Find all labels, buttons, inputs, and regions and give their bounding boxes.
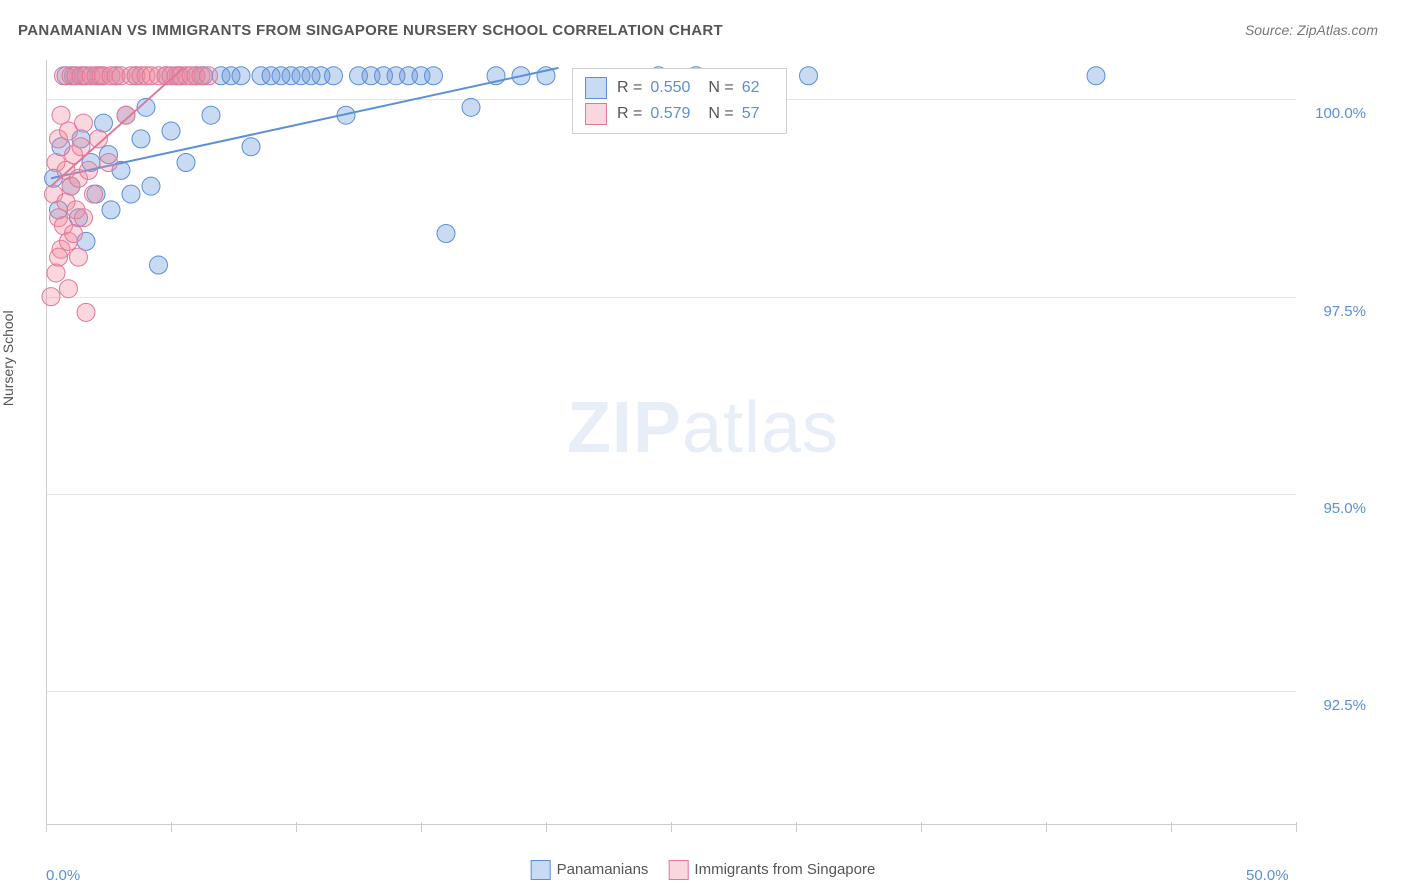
scatter-point xyxy=(75,114,93,132)
x-tick-label: 50.0% xyxy=(1246,867,1289,884)
x-tick xyxy=(1296,822,1297,832)
scatter-point xyxy=(132,130,150,148)
scatter-point xyxy=(100,154,118,172)
legend-swatch xyxy=(585,77,607,99)
legend-label: Panamanians xyxy=(557,861,649,878)
scatter-point xyxy=(425,67,443,85)
source-attribution: Source: ZipAtlas.com xyxy=(1245,22,1378,38)
chart-title: PANAMANIAN VS IMMIGRANTS FROM SINGAPORE … xyxy=(18,22,723,39)
scatter-point xyxy=(1087,67,1105,85)
legend-row: R = 0.550 N = 62 xyxy=(585,75,774,101)
legend-r-label: R = xyxy=(617,79,642,97)
legend-n-value: 62 xyxy=(742,79,760,97)
scatter-point xyxy=(77,303,95,321)
scatter-point xyxy=(142,177,160,195)
legend-swatch xyxy=(668,860,688,880)
legend-n-label: N = xyxy=(708,79,733,97)
scatter-point xyxy=(52,106,70,124)
legend-item: Immigrants from Singapore xyxy=(668,860,875,880)
correlation-legend: R = 0.550 N = 62 R = 0.579 N = 57 xyxy=(572,68,787,134)
legend-swatch xyxy=(585,103,607,125)
scatter-point xyxy=(42,288,60,306)
scatter-point xyxy=(437,225,455,243)
scatter-point xyxy=(117,106,135,124)
scatter-point xyxy=(242,138,260,156)
legend-n-value: 57 xyxy=(742,105,760,123)
scatter-point xyxy=(50,248,68,266)
scatter-point xyxy=(122,185,140,203)
scatter-point xyxy=(95,114,113,132)
legend-label: Immigrants from Singapore xyxy=(694,861,875,878)
y-tick-label: 97.5% xyxy=(1323,303,1366,320)
scatter-point xyxy=(65,225,83,243)
legend-r-label: R = xyxy=(617,105,642,123)
scatter-point xyxy=(60,280,78,298)
scatter-plot xyxy=(46,60,1296,825)
scatter-point xyxy=(232,67,250,85)
scatter-point xyxy=(162,122,180,140)
scatter-point xyxy=(102,201,120,219)
scatter-point xyxy=(85,185,103,203)
legend-n-label: N = xyxy=(708,105,733,123)
legend-swatch xyxy=(531,860,551,880)
legend-row: R = 0.579 N = 57 xyxy=(585,101,774,127)
scatter-point xyxy=(47,264,65,282)
scatter-point xyxy=(462,98,480,116)
series-legend: Panamanians Immigrants from Singapore xyxy=(531,860,876,880)
legend-r-value: 0.550 xyxy=(650,79,690,97)
scatter-point xyxy=(80,161,98,179)
scatter-point xyxy=(325,67,343,85)
chart-container: PANAMANIAN VS IMMIGRANTS FROM SINGAPORE … xyxy=(0,0,1406,892)
scatter-point xyxy=(177,154,195,172)
y-tick-label: 100.0% xyxy=(1315,105,1366,122)
y-tick-label: 92.5% xyxy=(1323,697,1366,714)
scatter-point xyxy=(70,248,88,266)
scatter-point xyxy=(202,106,220,124)
y-axis-label: Nursery School xyxy=(0,310,16,406)
legend-r-value: 0.579 xyxy=(650,105,690,123)
legend-item: Panamanians xyxy=(531,860,649,880)
scatter-point xyxy=(200,67,218,85)
scatter-point xyxy=(800,67,818,85)
x-tick-label: 0.0% xyxy=(46,867,80,884)
scatter-point xyxy=(75,209,93,227)
scatter-point xyxy=(150,256,168,274)
y-tick-label: 95.0% xyxy=(1323,500,1366,517)
